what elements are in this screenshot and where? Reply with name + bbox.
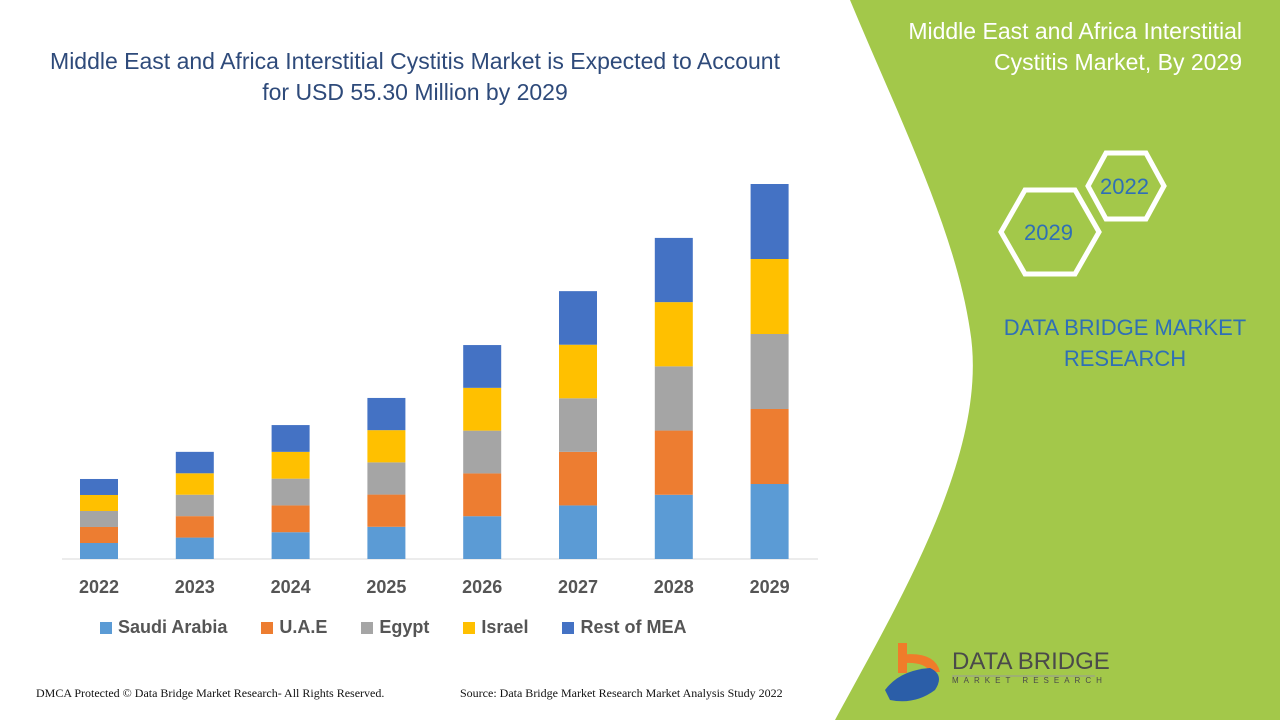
x-tick-label: 2027 — [558, 577, 598, 597]
bar-segment-2029-0 — [750, 484, 789, 559]
bar-segment-2029-1 — [750, 409, 789, 484]
bar-segment-2025-1 — [367, 494, 406, 527]
legend-swatch — [463, 621, 476, 634]
bar-segment-2028-3 — [654, 302, 693, 367]
legend-label: Saudi Arabia — [118, 617, 228, 637]
legend-item: Israel — [463, 617, 528, 638]
green-panel — [835, 0, 1280, 720]
bar-segment-2025-0 — [367, 526, 406, 559]
bar-segment-2028-2 — [654, 366, 693, 431]
x-tick-label: 2022 — [79, 577, 119, 597]
page-title: Middle East and Africa Interstitial Cyst… — [50, 48, 780, 105]
bar-segment-2022-0 — [80, 542, 118, 559]
legend-swatch — [361, 621, 374, 634]
bar-segment-2023-3 — [175, 473, 214, 495]
bar-segment-2022-3 — [80, 494, 118, 511]
x-tick-label: 2028 — [654, 577, 694, 597]
bar-segment-2029-3 — [750, 259, 789, 334]
brand-text: DATA BRIDGE MARKET RESEARCH — [1003, 315, 1247, 371]
bar-segment-2029-4 — [750, 184, 789, 259]
legend-swatch — [562, 621, 575, 634]
x-tick-label: 2029 — [750, 577, 790, 597]
bar-segment-2026-3 — [463, 387, 502, 431]
legend-item: Egypt — [361, 617, 429, 638]
legend-label: Egypt — [379, 617, 430, 637]
legend: Saudi Arabia U.A.E Egypt Israel Rest of MEA — [100, 617, 720, 638]
logo-icon — [885, 643, 940, 702]
legend-swatch — [100, 621, 112, 634]
hex-label-bottom: 2029 — [1024, 220, 1073, 245]
legend-item: Rest of MEA — [562, 617, 686, 638]
bar-segment-2028-4 — [654, 237, 693, 303]
x-tick-label: 2024 — [271, 577, 311, 597]
side-title: Middle East and Africa Interstitial Cyst… — [908, 18, 1242, 75]
bar-segment-2024-4 — [271, 425, 310, 452]
legend-swatch — [261, 621, 274, 634]
x-tick-label: 2025 — [366, 577, 406, 597]
logo-name: DATA BRIDGE — [952, 648, 1110, 675]
bar-segment-2023-1 — [175, 516, 214, 538]
bar-segment-2024-0 — [271, 532, 310, 559]
copyright: DMCA Protected © Data Bridge Market Rese… — [36, 686, 385, 700]
bar-segment-2026-4 — [463, 345, 502, 388]
legend-item: U.A.E — [261, 617, 327, 638]
bar-segment-2023-4 — [175, 451, 214, 474]
x-tick-label: 2026 — [462, 577, 502, 597]
bar-segment-2027-3 — [559, 344, 597, 399]
bar-segment-2022-1 — [80, 526, 118, 543]
source: Source: Data Bridge Market Research Mark… — [460, 686, 783, 700]
bar-segment-2024-1 — [271, 505, 310, 533]
bar-segment-2027-0 — [559, 505, 597, 559]
bar-segment-2025-4 — [367, 397, 406, 431]
bar-segment-2025-2 — [367, 462, 406, 495]
bar-segment-2022-2 — [80, 510, 118, 527]
bar-segment-2027-4 — [559, 291, 597, 345]
bar-segment-2029-2 — [750, 334, 789, 409]
bar-segment-2023-2 — [175, 494, 214, 517]
bar-segment-2026-1 — [463, 473, 502, 517]
hexagon-2029 — [998, 187, 1102, 277]
bar-segment-2023-0 — [175, 537, 214, 559]
x-tick-label: 2023 — [175, 577, 215, 597]
bar-segment-2028-1 — [654, 430, 693, 495]
bar-segment-2024-3 — [271, 451, 310, 479]
hexagon-2022 — [1085, 150, 1167, 222]
bar-segment-2027-2 — [559, 398, 597, 452]
legend-item: Saudi Arabia — [100, 617, 227, 638]
bar-segment-2028-0 — [654, 494, 693, 559]
logo-sub: MARKET RESEARCH — [952, 676, 1107, 685]
legend-label: Rest of MEA — [580, 617, 687, 637]
legend-label: U.A.E — [279, 617, 328, 637]
bar-segment-2027-1 — [559, 451, 597, 506]
bar-segment-2026-0 — [463, 516, 502, 559]
legend-label: Israel — [481, 617, 529, 637]
hex-label-top: 2022 — [1100, 174, 1149, 199]
bar-segment-2024-2 — [271, 478, 310, 506]
bar-segment-2022-4 — [80, 478, 118, 495]
chart: 2022 2023 2024 2025 2026 2027 2028 2029 — [62, 184, 818, 597]
bar-segment-2026-2 — [463, 430, 502, 474]
bar-segment-2025-3 — [367, 430, 406, 463]
